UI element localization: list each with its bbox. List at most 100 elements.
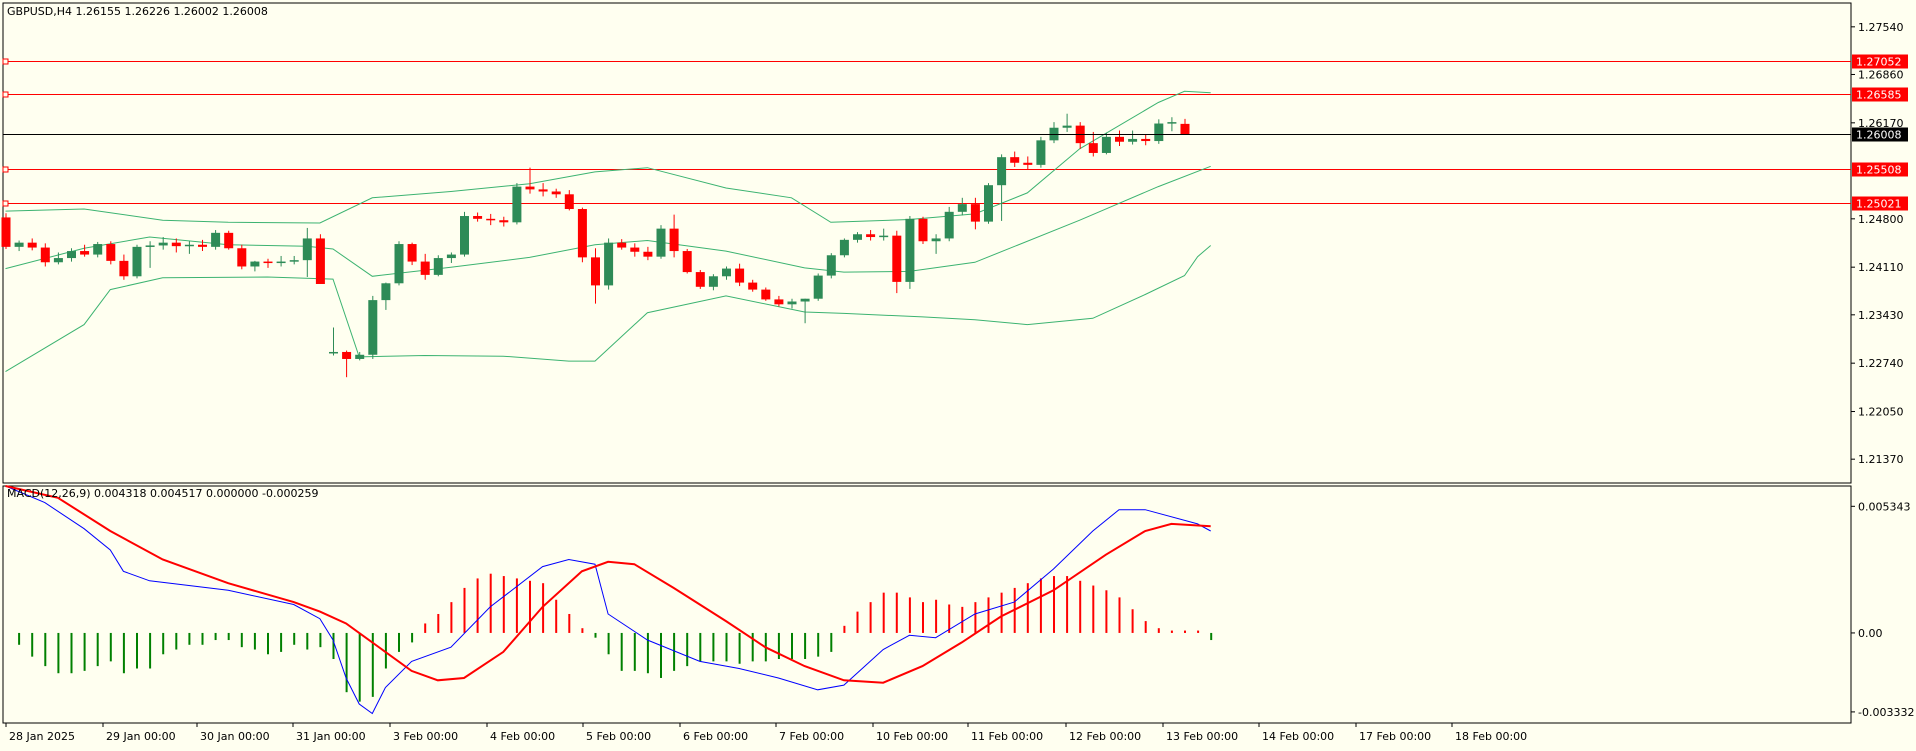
candle-body-bear (342, 351, 352, 359)
candle-body-bear (1115, 136, 1124, 142)
level-price-label: 1.25508 (1856, 164, 1902, 177)
candle-body-bull (211, 232, 221, 247)
candle-body-bear (735, 268, 745, 283)
candle-body-bear (748, 282, 758, 290)
candle-body-bear (407, 244, 417, 262)
candle-body-bear (27, 242, 37, 248)
candle-body-bull (800, 298, 810, 302)
macd-line (5, 485, 1211, 715)
candle-body-bear (315, 238, 325, 284)
candle-body-bear (171, 242, 181, 247)
candle-body-bull (931, 238, 941, 242)
horizontal-levels[interactable]: 1.27052 1.26585 1.25508 1.25021 (2, 54, 1908, 211)
candle-body-bear (198, 244, 207, 247)
candle-body-bull (433, 258, 443, 275)
macd-tick-label: 0.00 (1858, 627, 1883, 640)
time-tick-label: 11 Feb 00:00 (971, 730, 1043, 743)
time-tick-label: 29 Jan 00:00 (106, 730, 176, 743)
candle-body-bear (80, 251, 90, 255)
candle-body-bull (67, 251, 76, 259)
candle-body-bear (1141, 138, 1151, 142)
time-tick-label: 31 Jan 00:00 (296, 730, 366, 743)
time-tick-label: 7 Feb 00:00 (779, 730, 844, 743)
candle-body-bear (774, 299, 784, 305)
candle-body-bear (866, 234, 876, 238)
level-handle[interactable] (2, 200, 9, 207)
candle-body-bull (957, 204, 967, 212)
candle-body-bull (997, 157, 1007, 186)
candle-body-bull (944, 211, 954, 239)
level-price-label: 1.27052 (1856, 56, 1902, 69)
time-tick-label: 18 Feb 00:00 (1455, 730, 1527, 743)
candle-body-bull (355, 354, 365, 359)
price-tick-label: 1.26860 (1858, 68, 1904, 81)
candle-body-bull (53, 258, 63, 263)
time-tick-label: 5 Feb 00:00 (586, 730, 651, 743)
candle-body-bear (591, 257, 600, 286)
time-tick-label: 12 Feb 00:00 (1069, 730, 1141, 743)
candle-body-bull (839, 239, 849, 256)
candle-body-bull (879, 235, 889, 238)
candle-body-bear (237, 248, 247, 267)
candle-body-bull (276, 261, 286, 264)
time-tick-label: 6 Feb 00:00 (683, 730, 748, 743)
candle-body-bear (1010, 157, 1020, 163)
price-axis[interactable]: 1.27540 1.26860 1.26170 1.24800 1.24110 1.234… (1851, 21, 1914, 719)
time-tick-label: 3 Feb 00:00 (393, 730, 458, 743)
level-price-label-bg (1852, 196, 1908, 211)
level-price-label-bg (1852, 87, 1908, 102)
candle-body-bull (905, 218, 915, 282)
candle-body-bear (486, 218, 496, 221)
candle-body-bull (604, 242, 614, 286)
candle-body-bull (722, 268, 731, 277)
time-tick-label: 10 Feb 00:00 (876, 730, 948, 743)
price-tick-label: 1.24110 (1858, 261, 1904, 274)
level-price-label-bg (1852, 162, 1908, 177)
candle-body-bear (551, 191, 561, 195)
level-handle[interactable] (2, 91, 9, 98)
candle-body-bear (761, 289, 771, 300)
candle-body-bear (525, 186, 535, 190)
candle-body-bear (564, 194, 574, 210)
candle-body-bull (656, 228, 666, 257)
candle-body-bear (499, 220, 509, 223)
time-axis[interactable]: 28 Jan 2025 29 Jan 00:00 30 Jan 00:00 31 Ja… (5, 723, 1527, 743)
time-tick-label: 30 Jan 00:00 (200, 730, 270, 743)
candle-body-bear (669, 228, 679, 252)
level-price-label-bg (1852, 54, 1908, 69)
candle-body-bull (512, 186, 522, 223)
time-tick-label: 17 Feb 00:00 (1359, 730, 1431, 743)
candlesticks (1, 113, 1190, 378)
candle-body-bull (93, 244, 103, 255)
candle-body-bear (643, 251, 653, 257)
candle-body-bull (446, 254, 456, 259)
level-handle[interactable] (2, 166, 9, 173)
candle-body-bear (892, 235, 902, 282)
candle-body-bear (577, 209, 587, 258)
time-tick-label: 4 Feb 00:00 (490, 730, 555, 743)
candle-body-bear (1023, 162, 1033, 165)
candle-body-bear (263, 261, 273, 264)
macd-lines (5, 485, 1211, 715)
candle-body-bear (617, 242, 627, 248)
price-tick-label: 1.22050 (1858, 406, 1904, 419)
main-header: GBPUSD,H4 1.26155 1.26226 1.26002 1.2600… (7, 5, 268, 18)
price-tick-label: 1.23430 (1858, 309, 1904, 322)
time-tick-label: 14 Feb 00:00 (1262, 730, 1334, 743)
candle-body-bear (224, 232, 234, 249)
level-handle[interactable] (2, 58, 9, 65)
candle-body-bear (970, 204, 980, 222)
time-tick-label: 28 Jan 2025 (9, 730, 75, 743)
candle-body-bull (368, 300, 378, 355)
candle-body-bull (787, 301, 797, 305)
candle-body-bear (630, 247, 640, 252)
candle-body-bull (14, 242, 24, 247)
candle-body-bear (420, 261, 430, 275)
candle-body-bear (1, 217, 11, 247)
candle-body-bull (289, 260, 299, 262)
price-tick-label: 1.22740 (1858, 357, 1904, 370)
candle-body-bull (1036, 140, 1046, 165)
candle-body-bull (826, 255, 836, 276)
